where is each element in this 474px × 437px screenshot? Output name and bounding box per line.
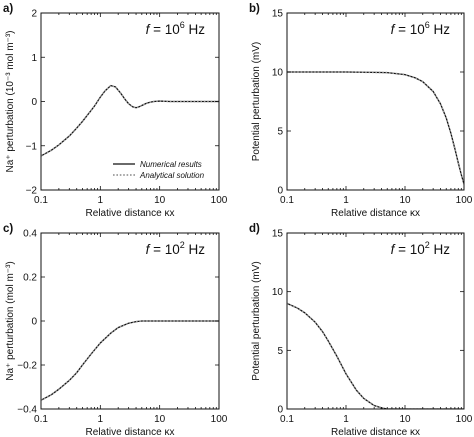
legend-analytical-label: Analytical solution: [139, 171, 205, 180]
y-tick-label: −1: [26, 141, 38, 152]
axes-frame: [286, 12, 465, 191]
panel-label: c): [3, 223, 13, 235]
y-tick-label: 10: [272, 287, 284, 298]
y-tick-label: −2: [26, 186, 38, 197]
y-tick-label: 0.2: [23, 273, 37, 284]
y-tick-label: 0: [31, 317, 37, 328]
x-tick-label: 1: [98, 195, 104, 206]
x-tick-label: 1: [343, 195, 349, 206]
y-tick-label: −0.4: [17, 405, 37, 416]
frequency-label: f = 102 Hz: [391, 240, 451, 257]
y-tick-label: 0: [31, 97, 37, 108]
frequency-equals: = 10: [394, 242, 424, 257]
panel-label: b): [249, 3, 260, 15]
series-numerical-line: [41, 84, 219, 157]
frequency-label: f = 106 Hz: [391, 20, 451, 37]
frequency-exponent: 6: [180, 20, 185, 30]
y-tick-label: 5: [277, 346, 283, 357]
y-tick-label: 0.4: [23, 229, 37, 240]
frequency-symbol: f: [146, 22, 151, 37]
frequency-unit: Hz: [185, 242, 206, 257]
x-tick-label: 10: [399, 195, 411, 206]
x-tick-label: 10: [154, 414, 166, 425]
frequency-label: f = 102 Hz: [146, 240, 206, 257]
x-tick-label: 0.1: [280, 195, 294, 206]
frequency-equals: = 10: [149, 22, 179, 37]
series-numerical-line: [287, 71, 464, 185]
y-tick-label: 2: [31, 9, 37, 20]
x-tick-label: 0.1: [34, 414, 48, 425]
y-tick-label: 5: [277, 127, 283, 138]
x-tick-label: 10: [399, 414, 411, 425]
x-tick-label: 0.1: [280, 414, 294, 425]
y-axis-label: Potential perturbation (mV): [251, 42, 262, 162]
y-tick-label: 1: [31, 53, 37, 64]
legend: Numerical results Analytical solution: [113, 160, 205, 180]
frequency-equals: = 10: [394, 22, 424, 37]
frequency-unit: Hz: [430, 22, 451, 37]
panel-c: c) 0.1 1 10 100 −0.4 −0.2 0 0.2 0.4 Relative dista…: [3, 223, 228, 437]
y-axis-label: Potential perturbation (mV): [251, 261, 262, 381]
series-analytical-line: [287, 302, 464, 409]
x-tick-label: 100: [211, 414, 228, 425]
frequency-symbol: f: [391, 22, 396, 37]
y-tick-label: −0.2: [17, 361, 37, 372]
frequency-equals: = 10: [149, 242, 179, 257]
frequency-exponent: 6: [425, 20, 430, 30]
frequency-exponent: 2: [425, 240, 430, 250]
x-axis-label: Relative distance κx: [86, 427, 175, 437]
x-axis-label: Relative distance κx: [86, 208, 175, 219]
y-axis-label: Na⁺ perturbation (mol m⁻³): [5, 261, 16, 380]
x-tick-label: 1: [98, 414, 104, 425]
series-analytical-line: [41, 320, 219, 401]
legend-numerical-label: Numerical results: [140, 160, 202, 169]
series-analytical-line: [287, 71, 464, 185]
series-numerical-line: [287, 302, 464, 409]
frequency-symbol: f: [146, 242, 151, 257]
frequency-symbol: f: [391, 242, 396, 257]
x-tick-label: 1: [343, 414, 349, 425]
y-tick-label: 0: [277, 405, 283, 416]
panel-label: a): [3, 3, 13, 15]
panel-d: d) 0.1 1 10 100 0 5 10 15 Relative distance κx Pot…: [249, 223, 473, 437]
frequency-unit: Hz: [430, 242, 451, 257]
x-tick-label: 100: [456, 414, 473, 425]
frequency-exponent: 2: [180, 240, 185, 250]
x-tick-label: 100: [211, 195, 228, 206]
panel-label: d): [249, 223, 260, 235]
frequency-label: f = 106 Hz: [146, 20, 206, 37]
panel-b: b) 0.1 1 10 100 0 5 10 15 Relative distance κx Pot…: [249, 3, 473, 219]
axes-frame: [286, 232, 465, 410]
y-tick-label: 15: [272, 229, 284, 240]
series-numerical-line: [41, 320, 219, 401]
x-tick-label: 10: [154, 195, 166, 206]
x-tick-label: 100: [456, 195, 473, 206]
x-axis-label: Relative distance κx: [331, 427, 420, 437]
y-tick-label: 10: [272, 68, 284, 79]
y-tick-label: 0: [277, 186, 283, 197]
x-tick-label: 0.1: [34, 195, 48, 206]
series-analytical-line: [41, 84, 219, 157]
y-tick-label: 15: [272, 9, 284, 20]
panel-a: a) 0.1 1 10 100 −2 −1 0 1 2 Relative distance κx Na…: [3, 3, 228, 219]
frequency-unit: Hz: [185, 22, 206, 37]
y-axis-label: Na⁺ perturbation (10⁻³ mol m⁻³): [5, 31, 16, 173]
x-axis-label: Relative distance κx: [331, 208, 420, 219]
